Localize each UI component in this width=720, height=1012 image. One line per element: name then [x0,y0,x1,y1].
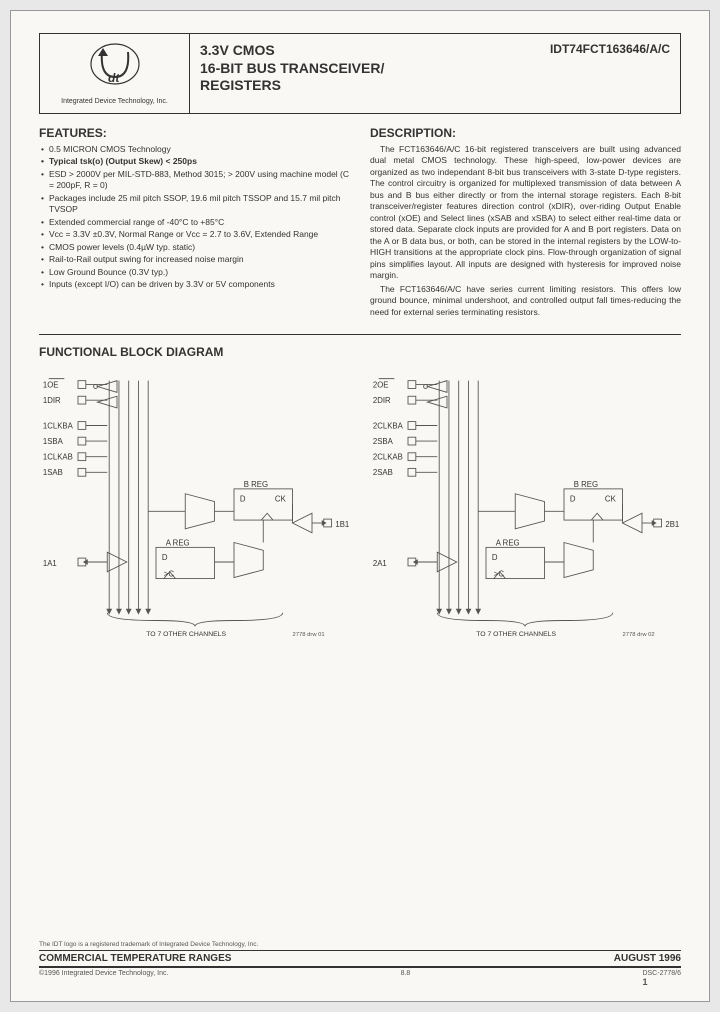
datasheet-page: dt Integrated Device Technology, Inc. 3.… [10,10,710,1002]
dsc-code: DSC-2778/6 [642,970,681,977]
svg-text:1CLKBA: 1CLKBA [43,421,74,430]
svg-text:TO 7 OTHER CHANNELS: TO 7 OTHER CHANNELS [476,631,556,638]
footer: The IDT logo is a registered trademark o… [39,941,681,987]
svg-text:2SAB: 2SAB [373,468,393,477]
svg-text:2OE: 2OE [373,381,389,390]
footer-bar-right: AUGUST 1996 [614,953,681,964]
logo-box: dt Integrated Device Technology, Inc. [40,34,190,113]
feature-item: CMOS power levels (0.4µW typ. static) [39,242,350,253]
svg-text:1DIR: 1DIR [43,396,61,405]
svg-text:2DIR: 2DIR [373,396,391,405]
svg-text:2SBA: 2SBA [373,437,394,446]
block-diagram-right: 2OE 2DIR 2CLKBA 2SBA 2CLKAB 2SAB B REG D CK A REG… [369,367,681,642]
svg-text:2A1: 2A1 [373,559,387,568]
svg-text:2CLKBA: 2CLKBA [373,421,404,430]
svg-text:1CLKAB: 1CLKAB [43,453,73,462]
svg-text:2778 drw 01: 2778 drw 01 [292,632,324,638]
title-box: 3.3V CMOS 16-BIT BUS TRANSCEIVER/ REGIST… [190,34,680,113]
content-columns: FEATURES: 0.5 MICRON CMOS TechnologyTypi… [39,126,681,320]
idt-logo-icon: dt [80,42,150,92]
feature-item: ESD > 2000V per MIL-STD-883, Method 3015… [39,169,350,192]
page-center: 8.8 [401,970,411,987]
svg-text:1B1: 1B1 [335,520,349,529]
description-p2: The FCT163646/A/C have series current li… [370,284,681,318]
feature-item: Typical tsk(o) (Output Skew) < 250ps [39,156,350,167]
footer-sub: ©1996 Integrated Device Technology, Inc.… [39,970,681,987]
description-p1: The FCT163646/A/C 16-bit registered tran… [370,144,681,282]
divider [39,334,681,335]
footer-right-group: DSC-2778/6 1 [642,970,681,987]
diagram-area: 1OE 1DIR 1CLKBA 1SBA 1CLKAB 1SAB B REG D CK A REG… [39,367,681,642]
svg-text:>C: >C [164,570,175,579]
title-line-3: REGISTERS [200,77,384,95]
svg-text:1OE: 1OE [43,381,59,390]
copyright: ©1996 Integrated Device Technology, Inc. [39,970,168,987]
header: dt Integrated Device Technology, Inc. 3.… [39,33,681,114]
footer-bar: COMMERCIAL TEMPERATURE RANGES AUGUST 199… [39,950,681,968]
part-number: IDT74FCT163646/A/C [550,42,670,105]
svg-text:dt: dt [108,71,120,85]
block-svg-right: 2OE 2DIR 2CLKBA 2SBA 2CLKAB 2SAB B REG D CK A REG… [369,367,681,640]
svg-text:1SAB: 1SAB [43,468,63,477]
svg-text:D: D [162,553,168,562]
feature-item: Low Ground Bounce (0.3V typ.) [39,267,350,278]
trademark-note: The IDT logo is a registered trademark o… [39,941,681,948]
svg-text:CK: CK [275,495,287,504]
feature-item: Rail-to-Rail output swing for increased … [39,254,350,265]
svg-text:1A1: 1A1 [43,559,57,568]
block-diagram-left: 1OE 1DIR 1CLKBA 1SBA 1CLKAB 1SAB B REG D CK A REG… [39,367,351,642]
description-heading: DESCRIPTION: [370,126,681,140]
features-column: FEATURES: 0.5 MICRON CMOS TechnologyTypi… [39,126,350,320]
description-column: DESCRIPTION: The FCT163646/A/C 16-bit re… [370,126,681,320]
feature-item: Vcc = 3.3V ±0.3V, Normal Range or Vcc = … [39,229,350,240]
feature-item: Inputs (except I/O) can be driven by 3.3… [39,279,350,290]
svg-text:2778 drw 02: 2778 drw 02 [623,632,655,638]
svg-text:>C: >C [494,570,505,579]
svg-text:1SBA: 1SBA [43,437,64,446]
svg-text:A REG: A REG [496,538,520,547]
block-svg-left: 1OE 1DIR 1CLKBA 1SBA 1CLKAB 1SAB B REG D CK A REG… [39,367,351,640]
svg-text:2B1: 2B1 [665,520,679,529]
title-line-1: 3.3V CMOS [200,42,384,60]
main-title: 3.3V CMOS 16-BIT BUS TRANSCEIVER/ REGIST… [200,42,384,105]
page-number: 1 [642,977,647,987]
svg-text:D: D [492,553,498,562]
feature-item: 0.5 MICRON CMOS Technology [39,144,350,155]
logo-caption: Integrated Device Technology, Inc. [48,98,181,105]
svg-text:A REG: A REG [166,538,190,547]
svg-text:B REG: B REG [244,480,268,489]
svg-text:D: D [240,495,246,504]
features-heading: FEATURES: [39,126,350,140]
diagram-heading: FUNCTIONAL BLOCK DIAGRAM [39,345,681,359]
svg-text:TO 7 OTHER CHANNELS: TO 7 OTHER CHANNELS [146,631,226,638]
svg-text:D: D [570,495,576,504]
footer-bar-left: COMMERCIAL TEMPERATURE RANGES [39,953,231,964]
feature-item: Extended commercial range of -40°C to +8… [39,217,350,228]
svg-text:CK: CK [605,495,617,504]
svg-text:2CLKAB: 2CLKAB [373,453,403,462]
title-line-2: 16-BIT BUS TRANSCEIVER/ [200,60,384,78]
svg-text:B REG: B REG [574,480,598,489]
feature-item: Packages include 25 mil pitch SSOP, 19.6… [39,193,350,216]
features-list: 0.5 MICRON CMOS TechnologyTypical tsk(o)… [39,144,350,291]
